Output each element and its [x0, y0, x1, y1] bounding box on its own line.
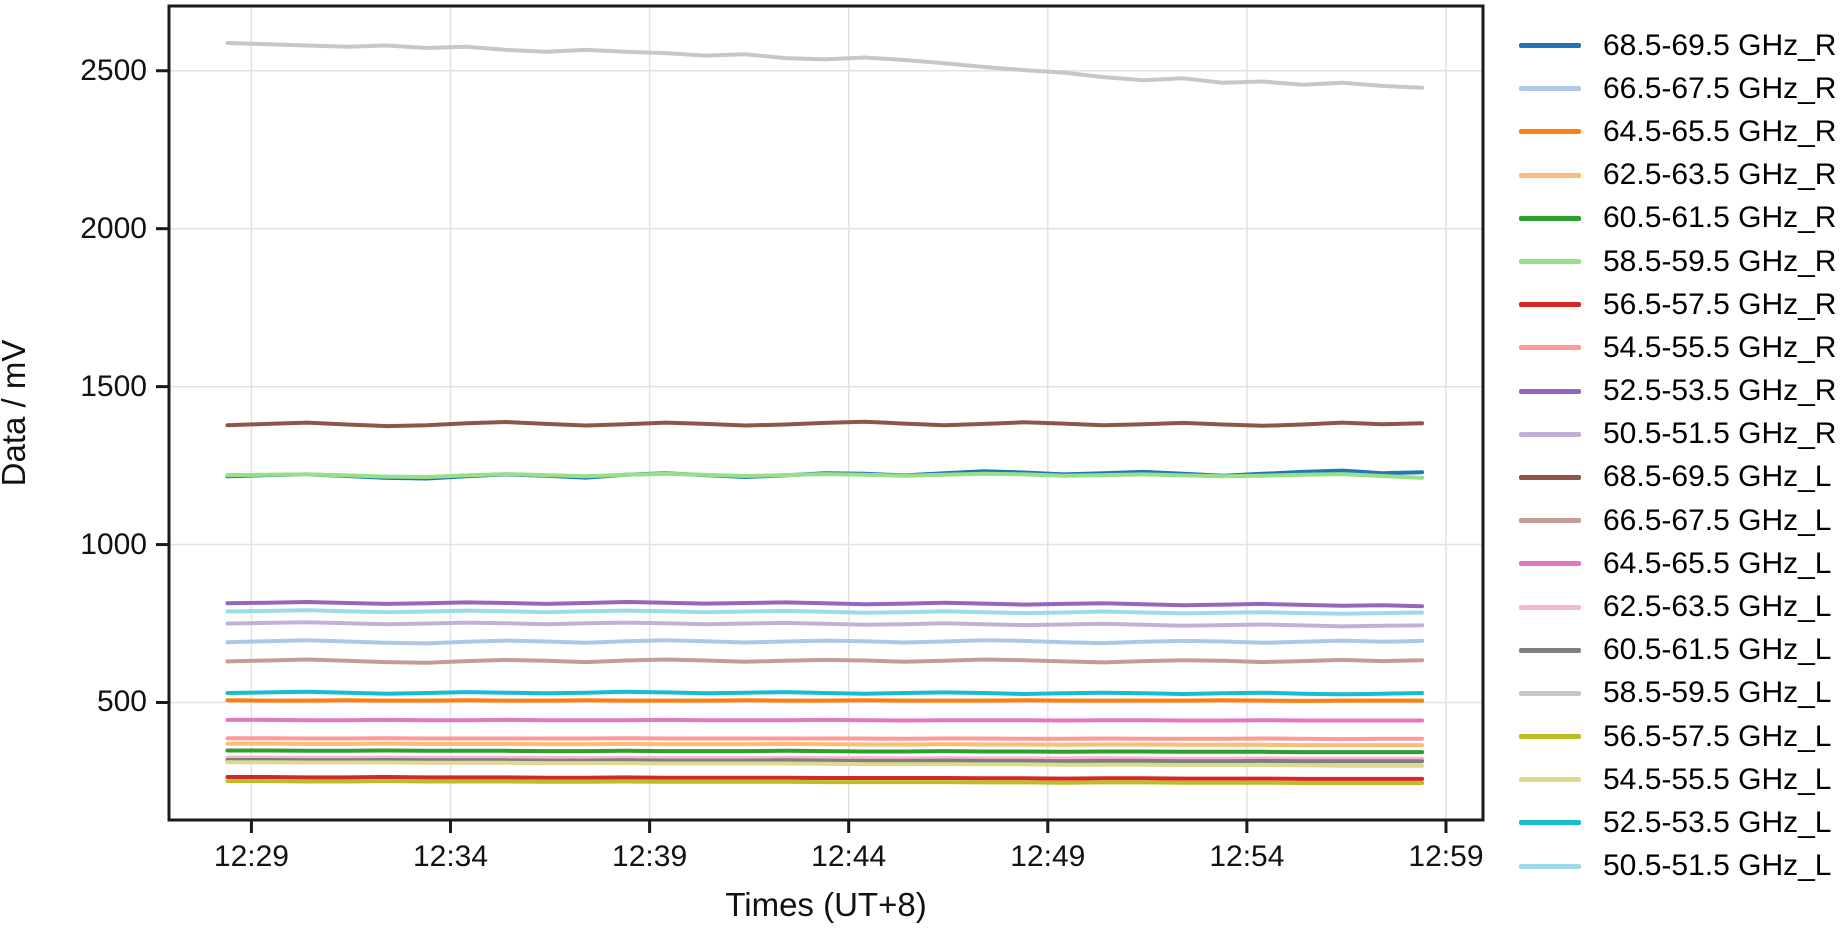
legend-label: 58.5-59.5 GHz_R	[1603, 244, 1837, 278]
legend-label: 66.5-67.5 GHz_L	[1603, 503, 1832, 537]
legend-line-swatch	[1519, 302, 1581, 308]
legend-item: 64.5-65.5 GHz_L	[1519, 542, 1845, 585]
legend-line-swatch	[1519, 820, 1581, 826]
legend-label: 64.5-65.5 GHz_R	[1603, 114, 1837, 148]
legend-label: 62.5-63.5 GHz_R	[1603, 158, 1837, 192]
legend-item: 60.5-61.5 GHz_R	[1519, 197, 1845, 240]
legend-label: 54.5-55.5 GHz_L	[1603, 762, 1832, 796]
legend-line-swatch	[1519, 259, 1581, 265]
legend-line-swatch	[1519, 518, 1581, 524]
x-tick-label: 12:29	[213, 840, 289, 873]
legend-item: 54.5-55.5 GHz_R	[1519, 326, 1845, 369]
x-tick-label: 12:44	[811, 840, 887, 873]
legend-line-swatch	[1519, 561, 1581, 567]
legend-item: 52.5-53.5 GHz_L	[1519, 801, 1845, 844]
legend-item: 58.5-59.5 GHz_L	[1519, 672, 1845, 715]
legend-line-swatch	[1519, 734, 1581, 740]
series-line	[225, 471, 1425, 480]
legend-label: 56.5-57.5 GHz_R	[1603, 287, 1837, 321]
series-line	[225, 760, 1425, 768]
legend-label: 52.5-53.5 GHz_R	[1603, 374, 1837, 408]
legend-item: 60.5-61.5 GHz_L	[1519, 629, 1845, 672]
legend-line-swatch	[1519, 690, 1581, 696]
legend-line-swatch	[1519, 604, 1581, 610]
legend-item: 66.5-67.5 GHz_R	[1519, 67, 1845, 110]
legend-label: 68.5-69.5 GHz_L	[1603, 460, 1832, 494]
y-tick-label: 1000	[80, 527, 147, 561]
series-line	[225, 717, 1425, 723]
x-tick-label: 12:49	[1010, 840, 1086, 873]
y-tick-label: 500	[96, 685, 147, 719]
legend-label: 54.5-55.5 GHz_R	[1603, 330, 1837, 364]
x-tick-label: 12:34	[412, 840, 489, 873]
legend-label: 58.5-59.5 GHz_L	[1603, 676, 1832, 710]
legend-label: 62.5-63.5 GHz_L	[1603, 590, 1832, 624]
y-tick-label: 2500	[80, 53, 147, 87]
legend-item: 52.5-53.5 GHz_R	[1519, 370, 1845, 413]
series-line	[225, 698, 1425, 703]
legend-line-swatch	[1519, 431, 1581, 437]
legend-item: 50.5-51.5 GHz_R	[1519, 413, 1845, 456]
legend-item: 64.5-65.5 GHz_R	[1519, 110, 1845, 153]
series-line	[225, 41, 1425, 90]
legend-line-swatch	[1519, 215, 1581, 221]
legend-item: 54.5-55.5 GHz_L	[1519, 758, 1845, 801]
legend-label: 50.5-51.5 GHz_L	[1603, 849, 1832, 883]
legend-label: 60.5-61.5 GHz_L	[1603, 633, 1832, 667]
legend-line-swatch	[1519, 863, 1581, 869]
legend-label: 50.5-51.5 GHz_R	[1603, 417, 1837, 451]
series-line	[225, 600, 1425, 609]
legend-line-swatch	[1519, 43, 1581, 49]
y-axis-title: Data / mV	[0, 339, 32, 487]
series-line	[225, 736, 1425, 742]
series-line	[225, 741, 1425, 748]
legend-label: 68.5-69.5 GHz_R	[1603, 28, 1837, 62]
legend-line-swatch	[1519, 388, 1581, 394]
legend-item: 50.5-51.5 GHz_L	[1519, 845, 1845, 888]
legend-item: 56.5-57.5 GHz_L	[1519, 715, 1845, 758]
legend-line-swatch	[1519, 129, 1581, 135]
legend-label: 52.5-53.5 GHz_L	[1603, 805, 1832, 839]
legend-label: 60.5-61.5 GHz_R	[1603, 201, 1837, 235]
legend-line-swatch	[1519, 647, 1581, 653]
y-tick-label: 1500	[80, 369, 147, 403]
series-line	[225, 638, 1425, 646]
series-line	[225, 755, 1425, 761]
y-tick-label: 2000	[80, 211, 147, 245]
legend-item: 62.5-63.5 GHz_L	[1519, 585, 1845, 628]
series-line	[225, 419, 1425, 429]
legend: 68.5-69.5 GHz_R 66.5-67.5 GHz_R 64.5-65.5 …	[1519, 24, 1845, 888]
legend-label: 66.5-67.5 GHz_R	[1603, 71, 1837, 105]
series-line	[225, 779, 1425, 785]
legend-item: 56.5-57.5 GHz_R	[1519, 283, 1845, 326]
series-line	[225, 689, 1425, 697]
legend-line-swatch	[1519, 86, 1581, 92]
legend-item: 58.5-59.5 GHz_R	[1519, 240, 1845, 283]
legend-item: 62.5-63.5 GHz_R	[1519, 154, 1845, 197]
legend-line-swatch	[1519, 777, 1581, 783]
series-line	[225, 620, 1425, 629]
x-axis-title: Times (UT+8)	[725, 886, 927, 923]
series-line	[225, 608, 1425, 616]
legend-label: 56.5-57.5 GHz_L	[1603, 719, 1832, 753]
legend-line-swatch	[1519, 172, 1581, 178]
legend-item: 66.5-67.5 GHz_L	[1519, 499, 1845, 542]
legend-item: 68.5-69.5 GHz_L	[1519, 456, 1845, 499]
series-line	[225, 775, 1425, 781]
series-line	[225, 748, 1425, 755]
x-tick-label: 12:39	[612, 840, 688, 873]
legend-label: 64.5-65.5 GHz_L	[1603, 546, 1832, 580]
axes-border	[167, 4, 1485, 822]
legend-item: 68.5-69.5 GHz_R	[1519, 24, 1845, 67]
x-tick-label: 12:54	[1209, 840, 1285, 873]
series-line	[225, 758, 1425, 764]
x-tick-label: 12:59	[1408, 840, 1484, 873]
legend-line-swatch	[1519, 345, 1581, 351]
legend-line-swatch	[1519, 474, 1581, 480]
series-line	[225, 657, 1425, 665]
